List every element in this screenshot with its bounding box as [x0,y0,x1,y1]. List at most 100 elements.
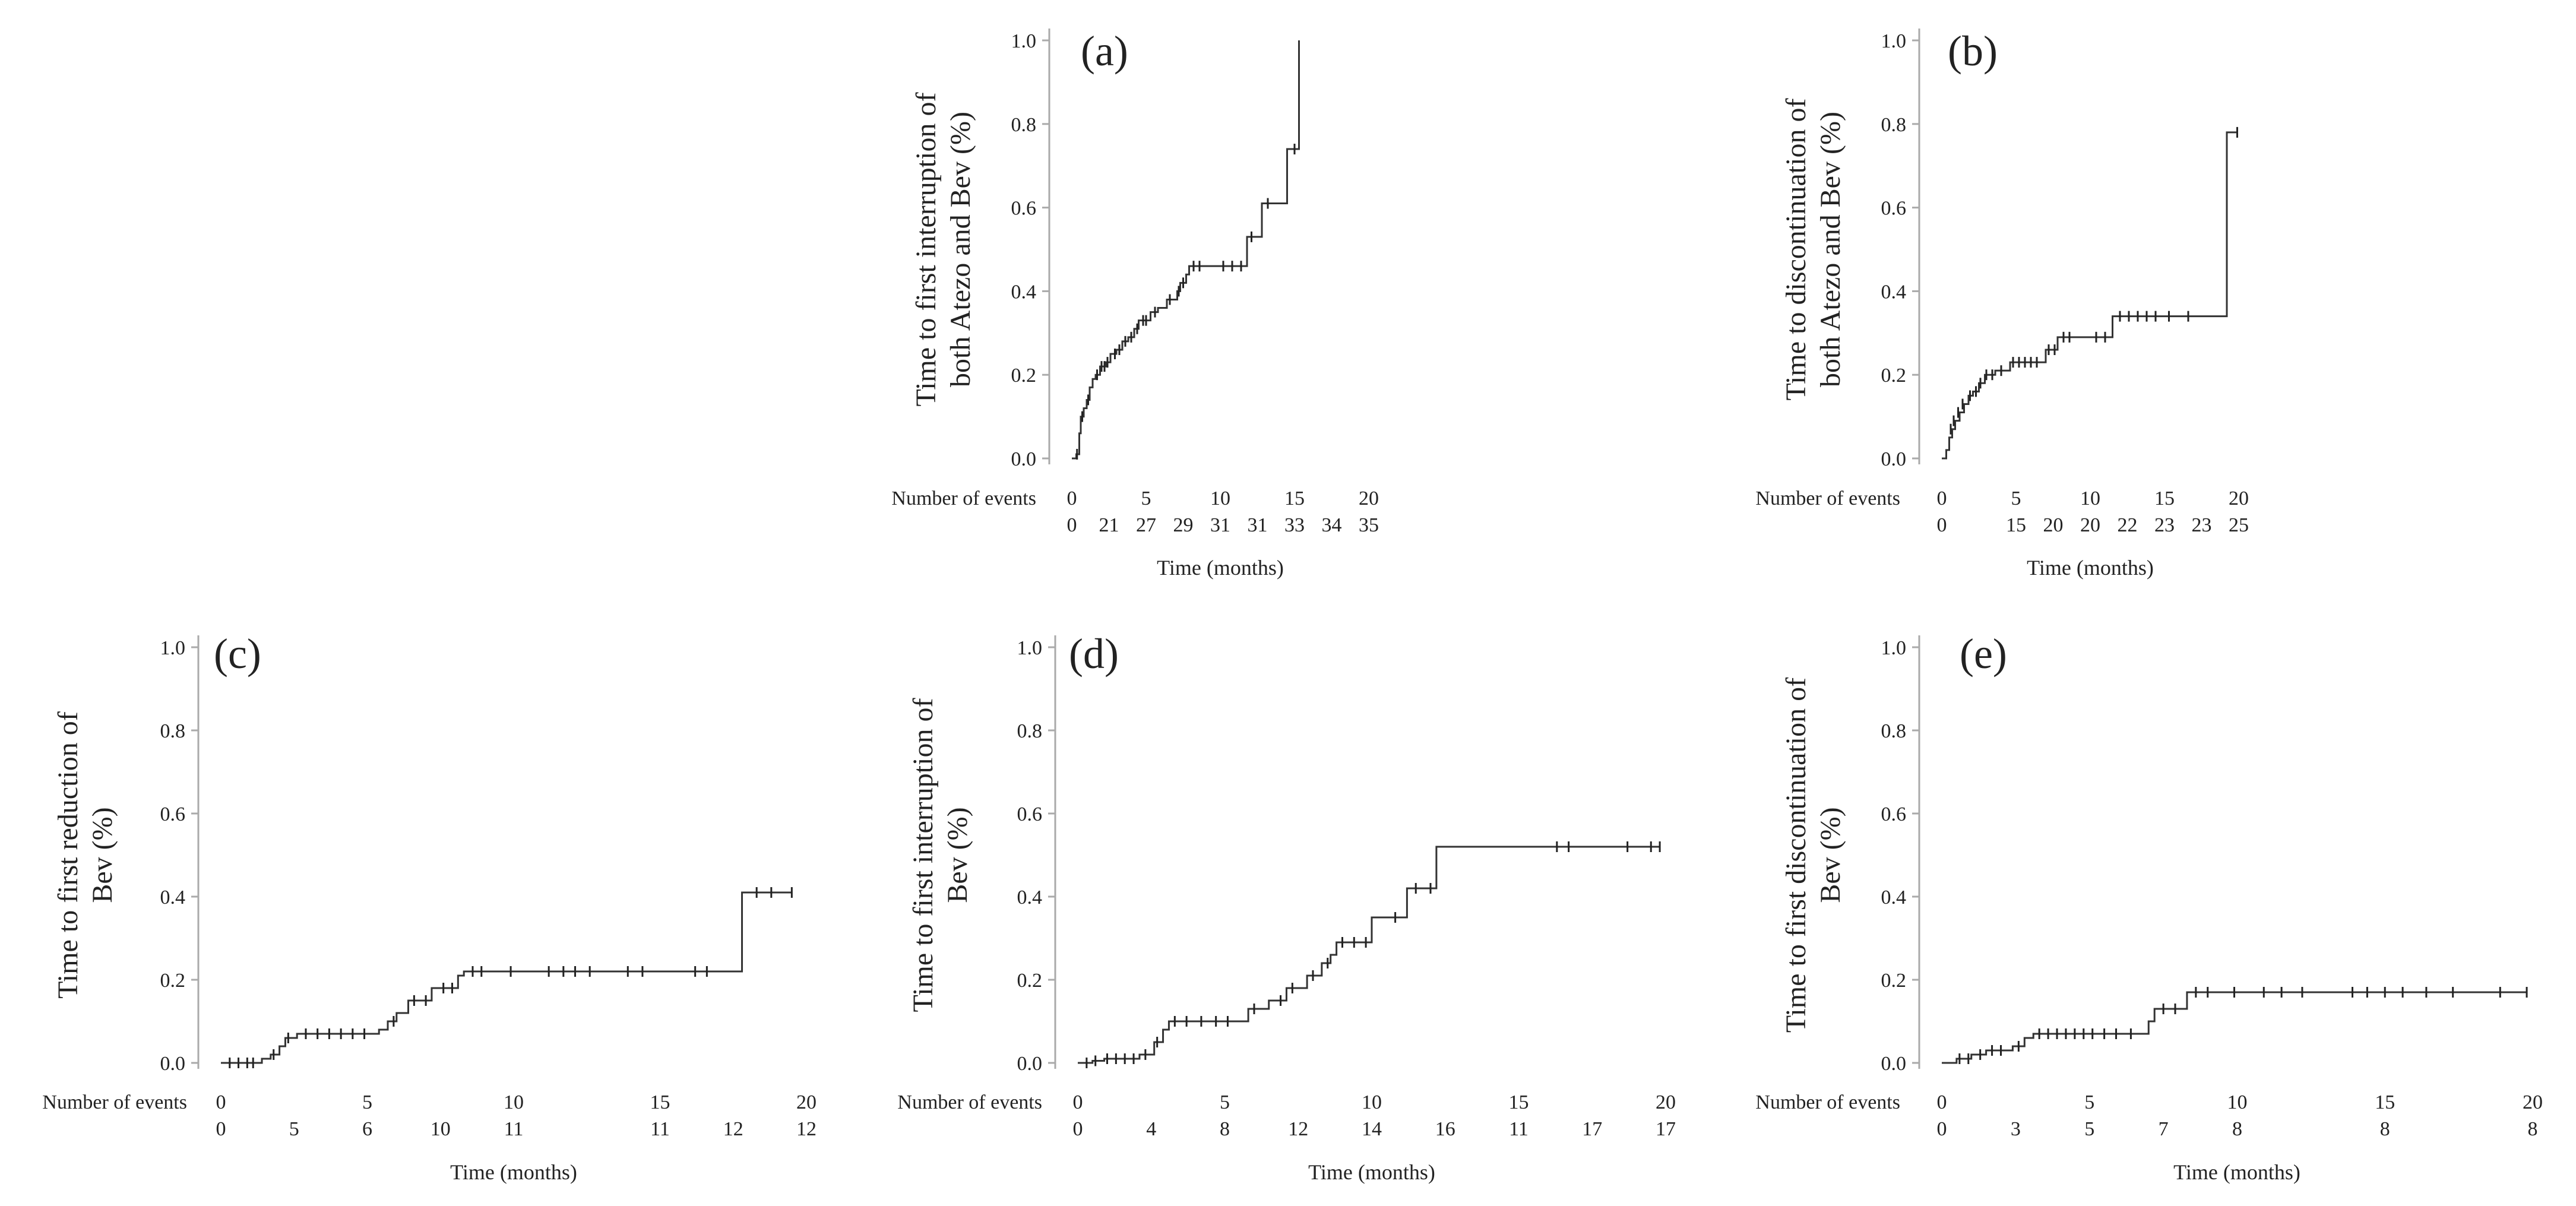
y-tick-label: 0.6 [1881,198,1907,220]
km-step-curve [1072,40,1300,460]
y-axis-label: Time to discontinuation of both Atezo and… [1780,99,1846,401]
y-tick-label: 0.2 [1017,970,1043,992]
event-count: 0 [216,1118,226,1140]
number-of-events-label: Number of events [42,1091,187,1113]
event-count: 17 [1582,1118,1602,1140]
y-axis-label: Time to first interruption of Bev (%) [907,698,973,1012]
y-tick-label: 0.8 [1881,720,1907,742]
event-count: 8 [2232,1118,2242,1140]
event-count: 5 [2084,1118,2094,1140]
y-axis-label: Time to first interruption of both Atezo … [910,93,976,407]
x-tick-label: 20 [796,1091,817,1113]
panel-label: (d) [1069,630,1119,678]
y-axis-label-line: Time to first interruption of [910,93,942,407]
event-count: 12 [723,1118,743,1140]
x-tick-label: 0 [1937,488,1947,509]
event-count: 20 [2080,514,2100,536]
y-tick-label: 0.6 [1881,803,1907,825]
y-axis-label-line: Time to discontinuation of [1780,99,1812,401]
y-tick-label: 0.8 [1017,720,1043,742]
x-axis-label: Time (months) [2027,556,2154,580]
y-tick-label: 0.4 [1011,281,1037,303]
km-panel-e: 0.0 0.2 0.4 0.6 0.8 1.0 Time to first disconti… [1755,630,2543,1184]
x-axis-label: Time (months) [1157,556,1284,580]
x-tick-label: 5 [2084,1091,2094,1113]
x-tick-label: 5 [2011,488,2021,509]
number-of-events-label: Number of events [897,1091,1042,1113]
y-axis-label-line: both Atezo and Bev (%) [945,112,976,387]
event-count: 27 [1136,514,1156,536]
event-count: 4 [1146,1118,1156,1140]
x-axis-label: Time (months) [450,1160,577,1184]
x-axis-label: Time (months) [1308,1160,1435,1184]
event-count: 11 [650,1118,670,1140]
event-count: 0 [1937,514,1947,536]
event-count: 29 [1173,514,1194,536]
km-panel-b: 0.0 0.2 0.4 0.6 0.8 1.0 Time to discontinuatio… [1755,27,2249,580]
y-tick-label: 0.2 [1011,365,1037,387]
event-count: 22 [2118,514,2138,536]
event-count: 11 [504,1118,524,1140]
y-axis-label-line: Bev (%) [942,807,973,903]
km-step-curve [221,891,792,1064]
event-count: 12 [796,1118,817,1140]
y-tick-label: 0.4 [1017,887,1043,909]
y-axis-label: Time to first reduction of Bev (%) [52,711,118,999]
event-count: 34 [1322,514,1342,536]
x-tick-label: 10 [504,1091,524,1113]
event-count: 35 [1359,514,1379,536]
event-count: 23 [2154,514,2175,536]
km-step-curve [1942,991,2527,1064]
panel-label: (c) [214,630,261,678]
y-tick-label: 0.0 [1881,448,1907,470]
panel-label: (e) [1960,630,2007,678]
x-axis-label: Time (months) [2173,1160,2300,1184]
y-tick-label: 1.0 [1881,637,1907,659]
y-tick-label: 0.4 [1881,281,1907,303]
x-tick-label: 0 [1067,488,1077,509]
y-tick-label: 0.2 [1881,365,1907,387]
x-tick-label: 5 [1141,488,1151,509]
panel-label: (b) [1948,27,1998,75]
event-count: 23 [2192,514,2212,536]
x-tick-label: 10 [1210,488,1230,509]
x-tick-label: 0 [1937,1091,1947,1113]
y-tick-label: 0.4 [160,887,186,909]
event-count: 8 [2528,1118,2538,1140]
x-tick-label: 15 [1509,1091,1529,1113]
y-tick-label: 0.0 [1017,1053,1043,1075]
x-tick-label: 15 [650,1091,670,1113]
y-axis-label: Time to first discontinuation of Bev (%) [1780,678,1846,1033]
event-count: 16 [1435,1118,1455,1140]
x-tick-label: 15 [2375,1091,2395,1113]
x-tick-label: 5 [1220,1091,1230,1113]
y-tick-label: 1.0 [1017,637,1043,659]
event-count: 3 [2011,1118,2021,1140]
event-count: 33 [1284,514,1305,536]
y-tick-label: 0.6 [160,803,186,825]
x-tick-label: 15 [1284,488,1305,509]
x-tick-label: 10 [2227,1091,2248,1113]
km-step-curve [1942,131,2238,460]
event-count: 31 [1248,514,1268,536]
y-axis-label-line: Time to first interruption of [907,698,939,1012]
x-tick-label: 10 [2080,488,2100,509]
event-count: 0 [1937,1118,1947,1140]
event-count: 6 [362,1118,372,1140]
x-tick-label: 0 [1073,1091,1083,1113]
event-count: 20 [2043,514,2064,536]
event-count: 12 [1288,1118,1308,1140]
event-count: 11 [1509,1118,1528,1140]
x-tick-label: 5 [362,1091,372,1113]
y-tick-label: 0.6 [1017,803,1043,825]
event-count: 31 [1210,514,1230,536]
event-count: 8 [1220,1118,1230,1140]
event-count: 15 [2006,514,2026,536]
event-count: 14 [1362,1118,1382,1140]
event-count: 21 [1099,514,1119,536]
y-tick-label: 0.0 [1011,448,1037,470]
y-tick-label: 1.0 [1011,30,1037,52]
event-count: 17 [1656,1118,1676,1140]
y-tick-label: 0.8 [160,720,186,742]
